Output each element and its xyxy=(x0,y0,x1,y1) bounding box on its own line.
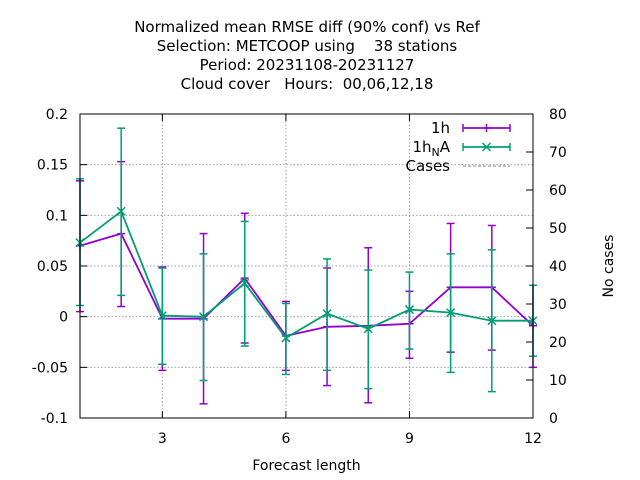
chart-title-line: Cloud cover Hours: 00,06,12,18 xyxy=(181,75,434,93)
y2-tick-label: 70 xyxy=(549,145,567,161)
series-0 xyxy=(76,160,537,405)
y-tick-label: 0.15 xyxy=(37,158,68,174)
data-point-cross xyxy=(116,206,126,216)
y2-tick-label: 60 xyxy=(549,183,567,199)
legend-label-cases: Cases xyxy=(405,157,450,175)
axis-ticks: 3 6 9 12 -0.1 -0.05 0 0.05 0.1 0.15 0.2 0 10 20 30 40 50… xyxy=(32,107,567,447)
y-tick-label: 0.2 xyxy=(46,107,68,123)
y-tick-label: -0.1 xyxy=(41,411,68,427)
plot-frame xyxy=(79,113,534,419)
legend-label-1hna: 1hNA xyxy=(412,138,450,159)
series-line xyxy=(79,209,533,340)
series-group xyxy=(75,127,538,405)
series-1 xyxy=(75,127,538,393)
y2-tick-label: 20 xyxy=(549,335,567,351)
x-tick-label: 3 xyxy=(158,431,167,447)
y2-tick-label: 40 xyxy=(549,259,567,275)
data-point-cross xyxy=(157,311,167,321)
y2-axis-label: No cases xyxy=(601,235,617,298)
y2-tick-label: 10 xyxy=(549,373,567,389)
x-axis-label: Forecast length xyxy=(252,458,360,474)
y-tick-label: 0.05 xyxy=(37,259,68,275)
chart-title-line: Period: 20231108-20231127 xyxy=(200,56,415,74)
data-point-cross xyxy=(240,278,250,288)
data-point-cross xyxy=(404,305,414,315)
data-point-cross xyxy=(199,312,209,322)
data-point-cross xyxy=(481,142,492,152)
data-point-cross xyxy=(281,333,291,343)
data-point-cross xyxy=(322,309,332,319)
data-point-cross xyxy=(363,324,373,334)
chart-title-line: Selection: METCOOP using 38 stations xyxy=(157,37,458,55)
x-tick-label: 9 xyxy=(405,431,414,447)
series-line xyxy=(79,232,534,337)
axis-labels: Forecast length No cases xyxy=(252,235,617,474)
chart-title-line: Normalized mean RMSE diff (90% conf) vs … xyxy=(134,18,480,36)
y-tick-label: -0.05 xyxy=(32,360,68,376)
data-point-cross xyxy=(446,308,456,318)
data-point-cross xyxy=(487,316,497,326)
legend-label-1h: 1h xyxy=(431,119,450,137)
legend-label-1hna-tail: A xyxy=(440,138,451,156)
y2-tick-label: 50 xyxy=(549,221,567,237)
y-tick-label: 0.1 xyxy=(46,208,68,224)
y2-tick-label: 80 xyxy=(549,107,567,123)
x-tick-label: 12 xyxy=(524,431,542,447)
y-tick-label: 0 xyxy=(59,310,68,326)
legend-label-1hna-sub: N xyxy=(432,146,440,159)
y2-tick-label: 30 xyxy=(549,297,567,313)
data-point-plus xyxy=(482,124,491,132)
y2-tick-label: 0 xyxy=(549,411,558,427)
x-tick-label: 6 xyxy=(281,431,290,447)
grid-lines xyxy=(80,114,533,418)
legend-label-1hna-main: 1h xyxy=(412,138,431,156)
chart-title: Normalized mean RMSE diff (90% conf) vs … xyxy=(134,18,480,93)
